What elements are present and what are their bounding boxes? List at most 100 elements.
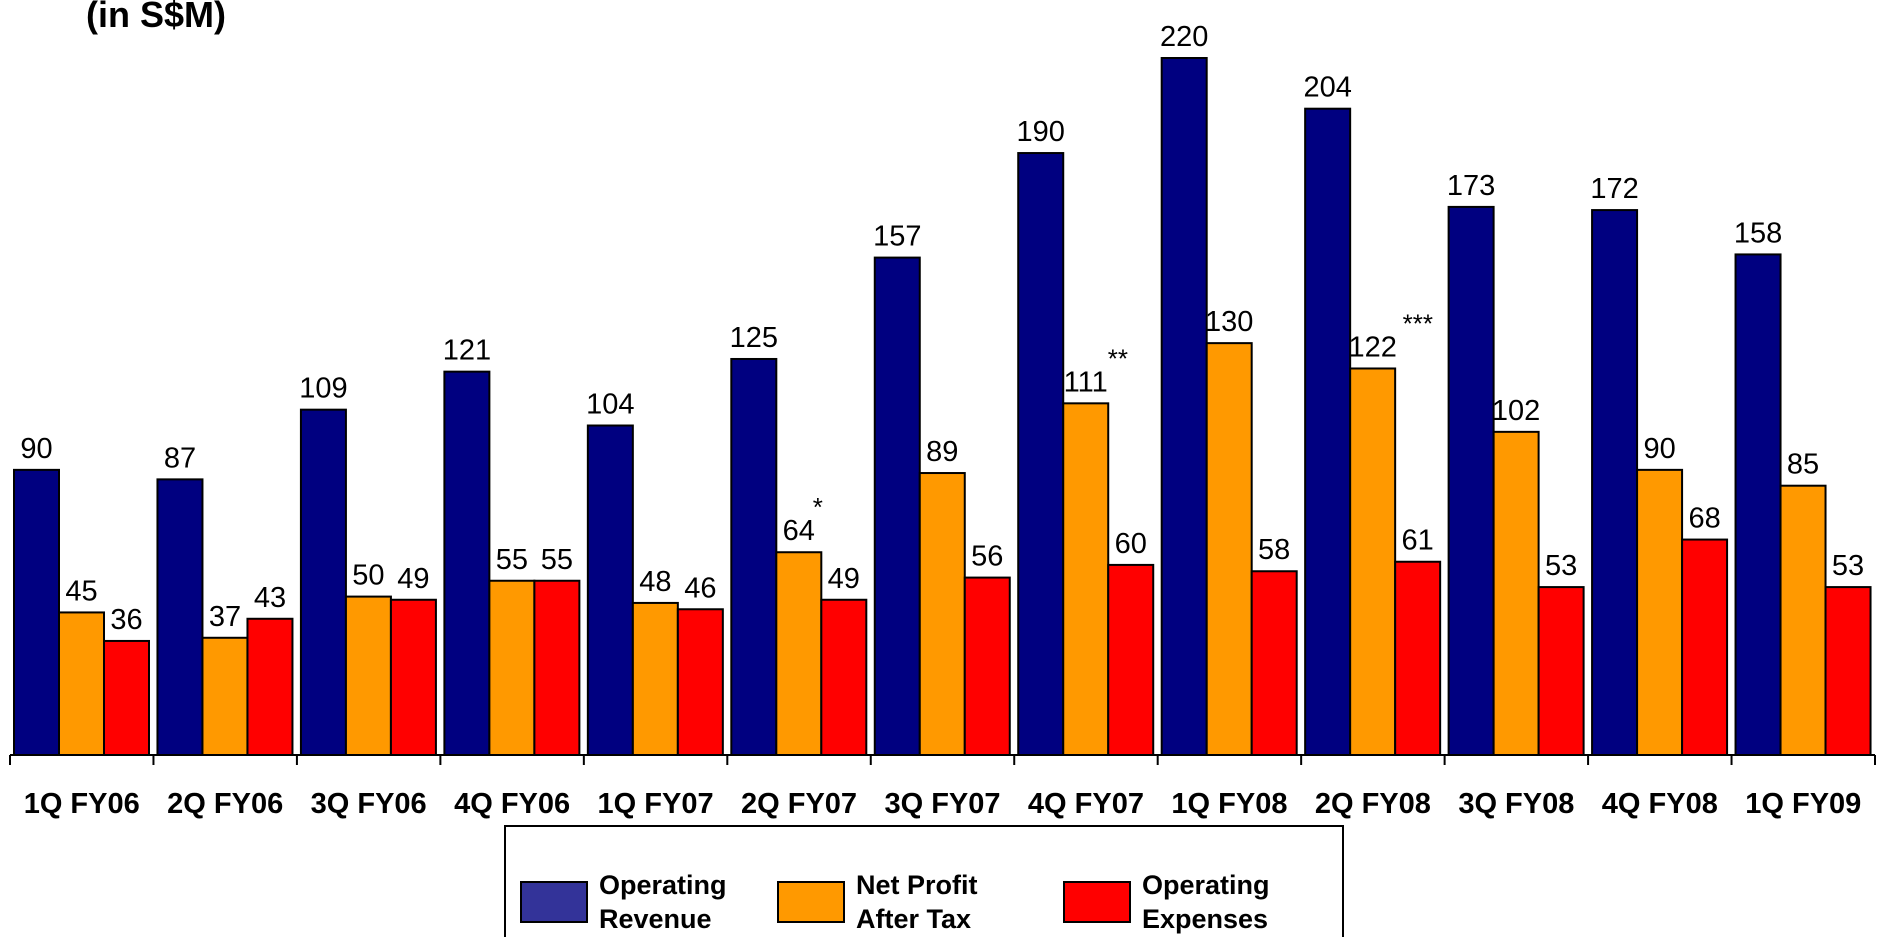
- bar-operating-expenses-1q-fy08: [1250, 570, 1298, 757]
- data-label-operating-expenses-4q-fy06: 55: [541, 544, 573, 576]
- legend-label-2-line1: Net Profit: [856, 870, 978, 900]
- bar-net-profit-after-tax-1q-fy06: [58, 611, 105, 756]
- x-tick-label-4q-fy07: 4Q FY07: [1028, 788, 1144, 820]
- data-label-operating-expenses-2q-fy07: 49: [828, 563, 860, 595]
- data-label-operating-expenses-3q-fy07: 56: [971, 541, 1003, 573]
- bar-net-profit-after-tax-4q-fy08: [1636, 468, 1684, 756]
- x-tick-label-3q-fy08: 3Q FY08: [1458, 788, 1574, 820]
- data-label-net-profit-after-tax-1q-fy07: 48: [639, 566, 671, 598]
- data-label-net-profit-after-tax-2q-fy08: 122: [1348, 331, 1396, 363]
- bar-operating-revenue-1q-fy08: [1160, 57, 1208, 756]
- bar-operating-revenue-4q-fy07: [1017, 152, 1065, 756]
- data-label-operating-revenue-3q-fy06: 109: [299, 373, 347, 405]
- annotation-2q-fy07: *: [813, 492, 823, 522]
- data-label-operating-revenue-1q-fy09: 158: [1734, 217, 1782, 249]
- data-label-operating-revenue-4q-fy08: 172: [1590, 173, 1638, 205]
- bar-net-profit-after-tax-2q-fy08: [1349, 367, 1397, 756]
- data-label-operating-expenses-3q-fy06: 49: [397, 563, 429, 595]
- bar-operating-expenses-1q-fy06: [103, 639, 150, 756]
- data-label-net-profit-after-tax-4q-fy06: 55: [496, 544, 528, 576]
- data-label-operating-expenses-2q-fy08: 61: [1402, 525, 1434, 557]
- x-tick-label-2q-fy08: 2Q FY08: [1315, 788, 1431, 820]
- bar-operating-expenses-2q-fy08: [1394, 560, 1442, 756]
- bar-net-profit-after-tax-3q-fy07: [918, 472, 966, 756]
- data-label-operating-revenue-1q-fy06: 90: [20, 433, 52, 465]
- legend-box: [504, 825, 1344, 937]
- x-tick-label-1q-fy08: 1Q FY08: [1171, 788, 1287, 820]
- bar-net-profit-after-tax-4q-fy07: [1062, 402, 1110, 756]
- data-label-operating-expenses-1q-fy08: 58: [1258, 534, 1290, 566]
- bar-operating-expenses-1q-fy09: [1824, 586, 1872, 756]
- x-tick-label-1q-fy06: 1Q FY06: [24, 788, 140, 820]
- data-label-operating-expenses-4q-fy07: 60: [1115, 528, 1147, 560]
- bar-operating-expenses-4q-fy08: [1681, 538, 1729, 757]
- bar-operating-revenue-3q-fy08: [1447, 205, 1495, 756]
- bar-operating-revenue-2q-fy07: [730, 357, 778, 756]
- bar-operating-revenue-1q-fy09: [1734, 253, 1782, 756]
- data-label-operating-revenue-3q-fy08: 173: [1447, 170, 1495, 202]
- bar-operating-revenue-3q-fy06: [299, 408, 347, 756]
- bar-net-profit-after-tax-1q-fy09: [1779, 484, 1827, 756]
- x-tick-label-3q-fy06: 3Q FY06: [311, 788, 427, 820]
- legend-swatch-1: [520, 881, 588, 923]
- data-label-operating-expenses-2q-fy06: 43: [254, 582, 286, 614]
- x-tick-label-2q-fy06: 2Q FY06: [167, 788, 283, 820]
- bar-operating-expenses-4q-fy06: [533, 579, 581, 756]
- x-tick-label-4q-fy08: 4Q FY08: [1602, 788, 1718, 820]
- data-label-operating-revenue-4q-fy06: 121: [443, 335, 491, 367]
- data-label-operating-expenses-1q-fy06: 36: [110, 604, 142, 636]
- bar-net-profit-after-tax-2q-fy07: [775, 551, 823, 757]
- bar-operating-expenses-3q-fy06: [389, 598, 437, 756]
- bar-net-profit-after-tax-3q-fy06: [344, 595, 392, 756]
- annotation-4q-fy07: **: [1108, 343, 1128, 373]
- legend-swatch-2: [777, 881, 845, 923]
- bar-operating-revenue-1q-fy07: [586, 424, 634, 756]
- data-label-net-profit-after-tax-2q-fy07: 64: [783, 515, 815, 547]
- legend-label-3-line1: Operating: [1142, 870, 1270, 900]
- unit-label: (in S$M): [86, 0, 226, 35]
- bar-operating-revenue-3q-fy07: [873, 256, 921, 756]
- data-label-net-profit-after-tax-3q-fy06: 50: [352, 560, 384, 592]
- bar-operating-expenses-3q-fy07: [963, 576, 1011, 757]
- data-label-net-profit-after-tax-3q-fy08: 102: [1492, 395, 1540, 427]
- data-label-operating-revenue-1q-fy07: 104: [586, 389, 634, 421]
- x-tick-label-4q-fy06: 4Q FY06: [454, 788, 570, 820]
- bar-operating-revenue-2q-fy08: [1304, 107, 1352, 756]
- data-label-net-profit-after-tax-4q-fy08: 90: [1643, 433, 1675, 465]
- bar-net-profit-after-tax-4q-fy06: [488, 579, 536, 756]
- bar-operating-expenses-4q-fy07: [1107, 563, 1155, 757]
- data-label-net-profit-after-tax-1q-fy09: 85: [1787, 449, 1819, 481]
- data-label-net-profit-after-tax-1q-fy06: 45: [65, 575, 97, 607]
- bar-net-profit-after-tax-1q-fy07: [631, 601, 679, 756]
- data-label-operating-revenue-1q-fy08: 220: [1160, 21, 1208, 53]
- annotation-2q-fy08: ***: [1403, 308, 1433, 338]
- bar-operating-revenue-1q-fy06: [13, 468, 60, 756]
- bar-net-profit-after-tax-3q-fy08: [1492, 430, 1540, 756]
- legend-label-3-line2: Expenses: [1142, 904, 1268, 934]
- legend-label-1-line1: Operating: [599, 870, 727, 900]
- bar-operating-expenses-3q-fy08: [1537, 586, 1585, 756]
- bar-operating-revenue-4q-fy08: [1591, 209, 1639, 756]
- x-tick-label-1q-fy09: 1Q FY09: [1745, 788, 1861, 820]
- data-label-operating-revenue-2q-fy08: 204: [1303, 72, 1351, 104]
- legend-swatch-3: [1063, 881, 1131, 923]
- x-tick-label-2q-fy07: 2Q FY07: [741, 788, 857, 820]
- data-label-net-profit-after-tax-3q-fy07: 89: [926, 436, 958, 468]
- data-label-operating-expenses-3q-fy08: 53: [1545, 550, 1577, 582]
- bar-operating-revenue-4q-fy06: [443, 370, 491, 756]
- data-label-net-profit-after-tax-2q-fy06: 37: [209, 601, 241, 633]
- data-label-operating-revenue-3q-fy07: 157: [873, 221, 921, 253]
- bar-operating-expenses-2q-fy06: [246, 617, 294, 756]
- data-label-operating-revenue-2q-fy07: 125: [730, 322, 778, 354]
- x-tick-label-1q-fy07: 1Q FY07: [598, 788, 714, 820]
- legend-label-2-line2: After Tax: [856, 904, 971, 934]
- data-label-net-profit-after-tax-1q-fy08: 130: [1205, 306, 1253, 338]
- data-label-operating-expenses-1q-fy07: 46: [684, 572, 716, 604]
- x-tick-label-3q-fy07: 3Q FY07: [884, 788, 1000, 820]
- data-label-operating-expenses-1q-fy09: 53: [1832, 550, 1864, 582]
- data-label-operating-revenue-2q-fy06: 87: [164, 442, 196, 474]
- bar-operating-expenses-1q-fy07: [676, 608, 724, 756]
- data-label-operating-revenue-4q-fy07: 190: [1017, 116, 1065, 148]
- bar-net-profit-after-tax-2q-fy06: [201, 636, 249, 757]
